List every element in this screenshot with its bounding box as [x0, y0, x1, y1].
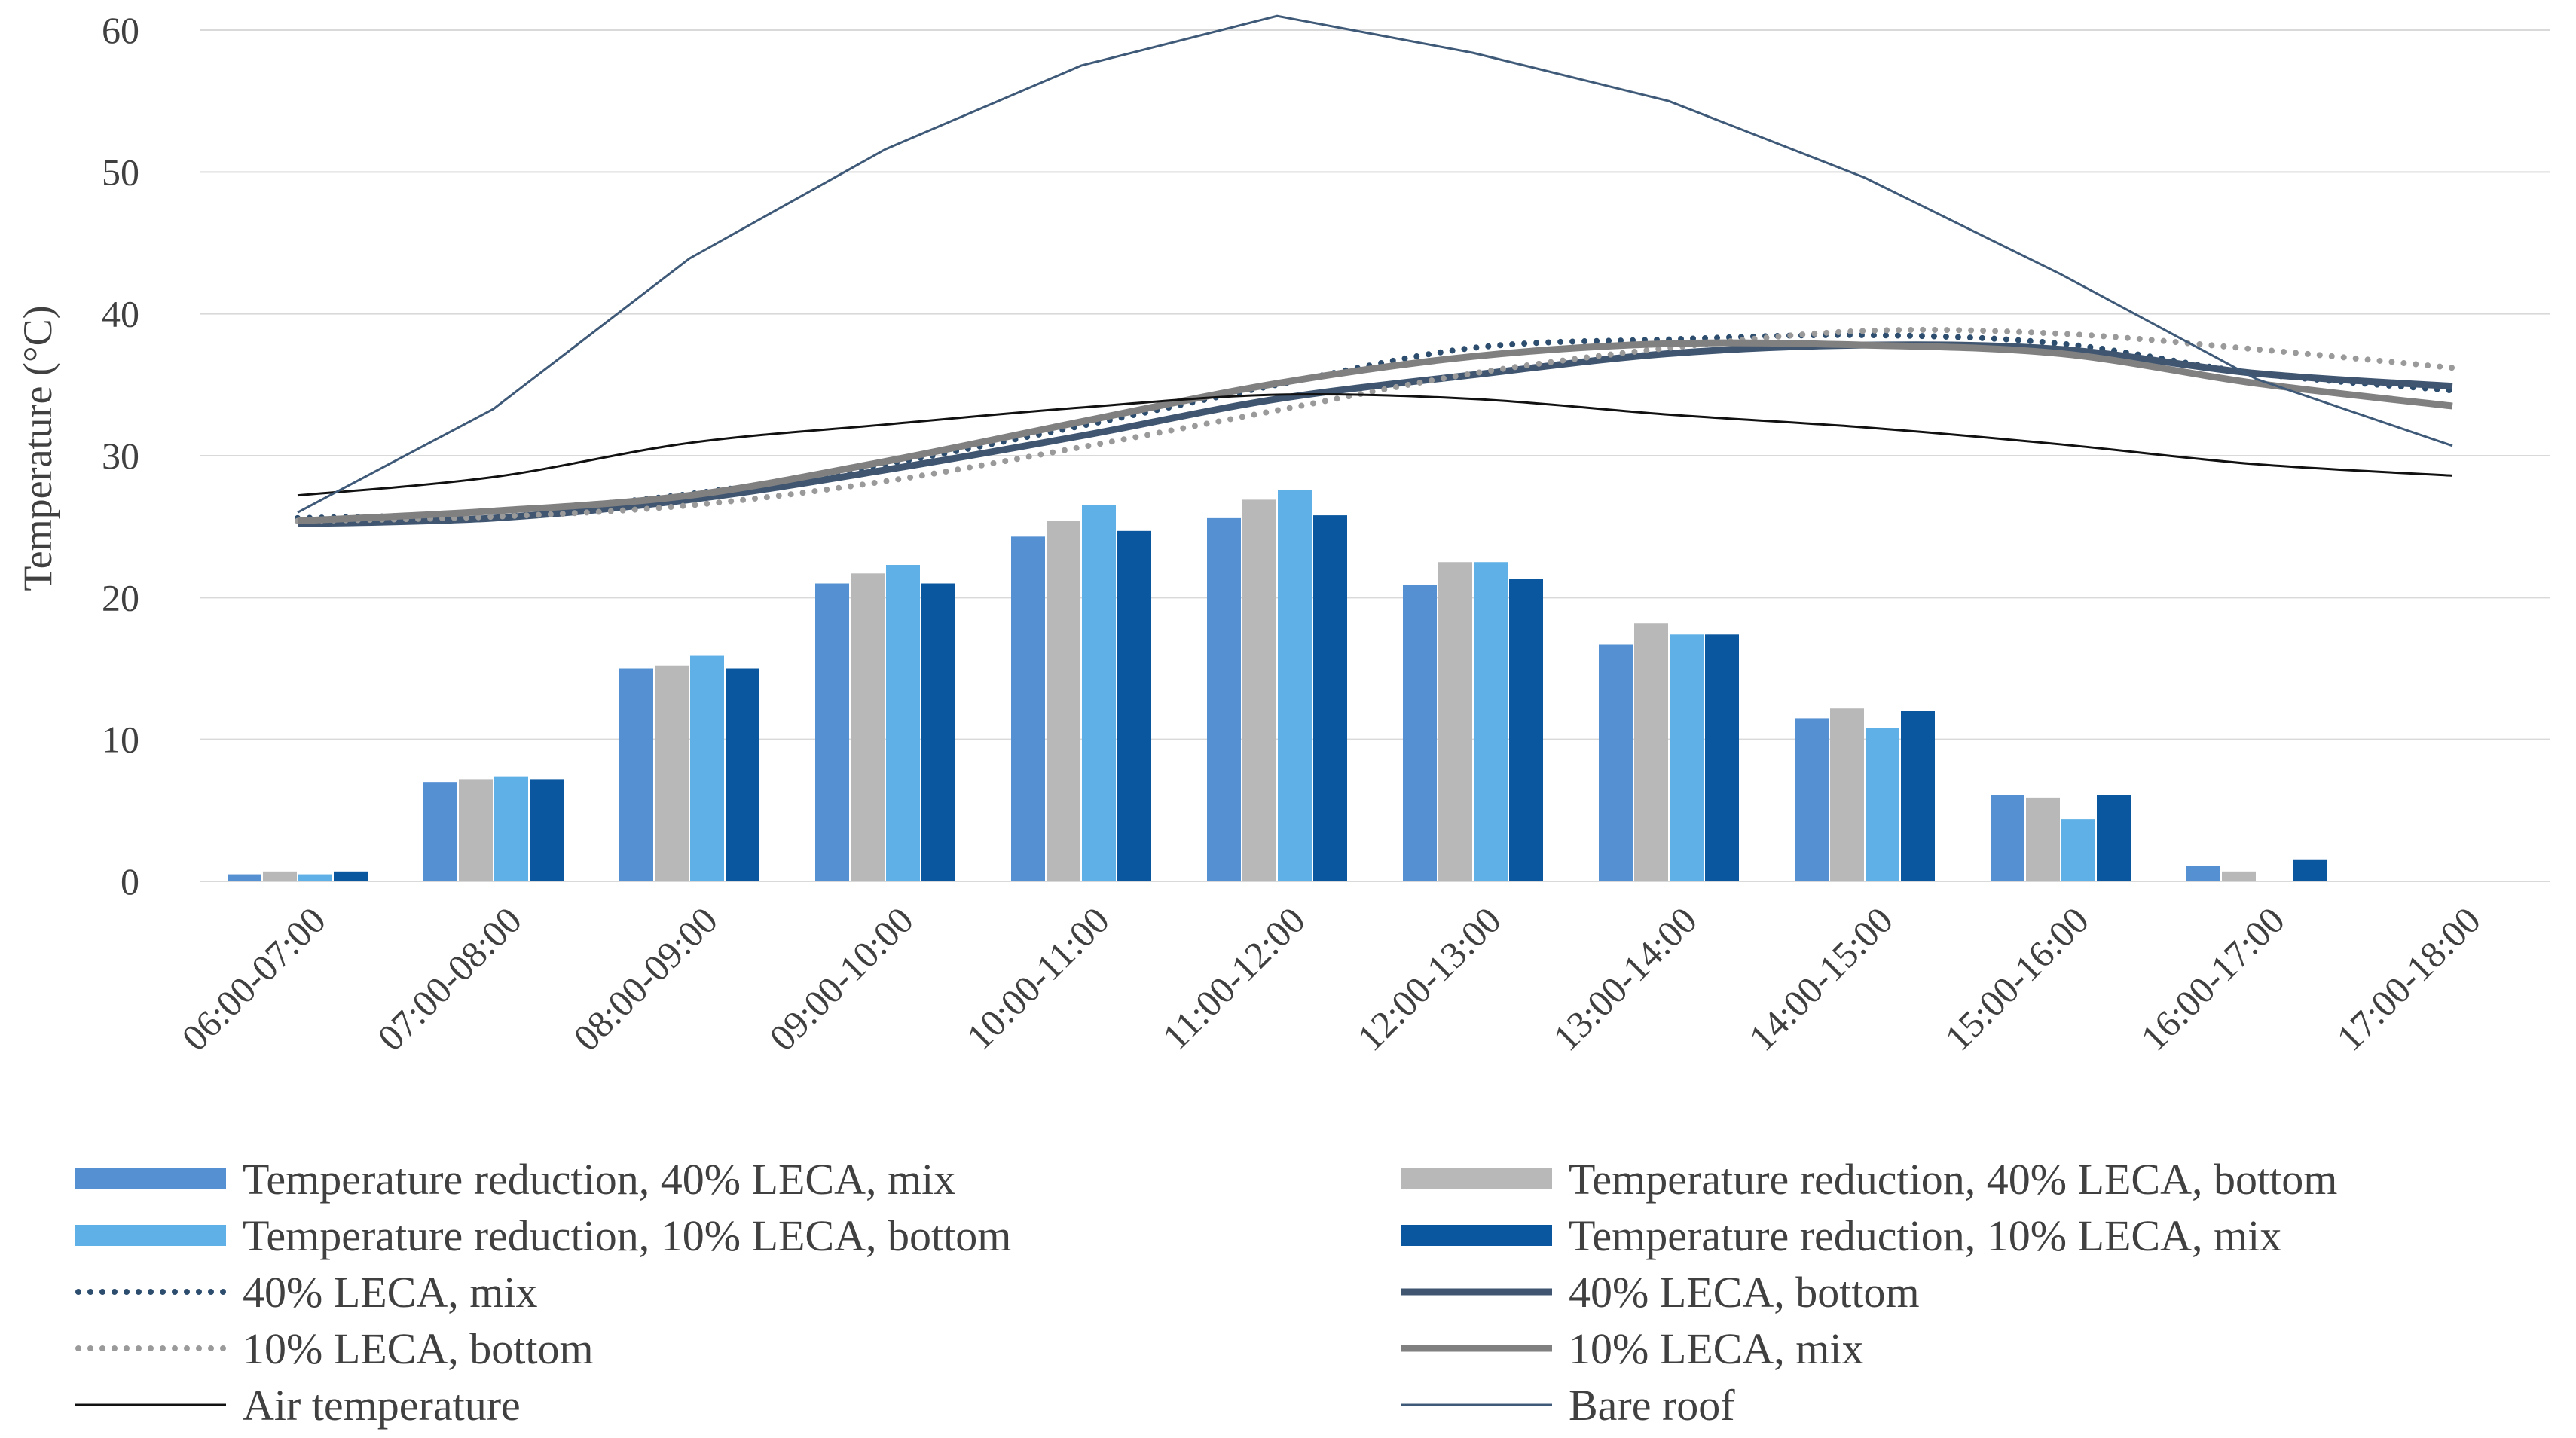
bar	[2293, 859, 2327, 881]
bar	[1705, 634, 1739, 881]
legend-label: Temperature reduction, 40% LECA, mix	[243, 1155, 955, 1204]
y-tick-label: 30	[102, 435, 139, 477]
bar	[494, 776, 528, 881]
x-tick-label: 08:00-09:00	[565, 899, 725, 1058]
bar	[1670, 634, 1704, 881]
legend-label: 40% LECA, mix	[243, 1268, 537, 1317]
y-axis-ticks: 0 10 20 30 40 50 60	[102, 9, 139, 902]
legend-item: Air temperature	[75, 1381, 521, 1430]
bar	[1207, 517, 1241, 881]
x-tick-label: 06:00-07:00	[173, 899, 333, 1058]
bar	[1795, 718, 1829, 881]
bar	[423, 782, 457, 881]
bar	[619, 668, 653, 881]
y-tick-label: 40	[102, 293, 139, 335]
bar	[1278, 490, 1312, 881]
legend-item: 40% LECA, mix	[75, 1268, 537, 1317]
bar	[334, 871, 368, 881]
y-tick-label: 50	[102, 151, 139, 193]
bar	[726, 668, 759, 881]
bar	[1313, 515, 1347, 881]
series-line	[297, 341, 2453, 527]
bar	[1011, 536, 1045, 881]
legend-item: Temperature reduction, 10% LECA, bottom	[75, 1211, 1011, 1260]
bar	[1901, 711, 1935, 881]
bar	[1991, 795, 2024, 881]
legend-item: 10% LECA, mix	[1401, 1324, 1863, 1373]
legend-label: Bare roof	[1569, 1381, 1735, 1430]
bar	[2026, 797, 2060, 881]
series-line	[297, 392, 2453, 497]
legend-label: Temperature reduction, 10% LECA, bottom	[243, 1211, 1011, 1260]
bar	[815, 583, 849, 881]
series-line	[297, 339, 2453, 525]
legend-swatch	[75, 1225, 226, 1246]
grid-lines	[200, 29, 2550, 882]
legend-item: Temperature reduction, 40% LECA, mix	[75, 1155, 955, 1204]
bar	[2061, 819, 2095, 881]
legend-swatch	[75, 1168, 226, 1189]
line-series	[295, 14, 2455, 527]
x-tick-label: 16:00-17:00	[2132, 899, 2292, 1058]
bar	[1047, 521, 1080, 881]
bar	[263, 871, 297, 881]
y-tick-label: 20	[102, 576, 139, 618]
bar	[1474, 562, 1508, 881]
bar	[1082, 505, 1116, 881]
x-tick-label: 15:00-16:00	[1936, 899, 2096, 1058]
series-line	[295, 326, 2455, 524]
bar	[1509, 579, 1543, 881]
bar	[1242, 499, 1276, 881]
bar	[1117, 530, 1151, 881]
bar	[2097, 795, 2131, 881]
x-tick-label: 10:00-11:00	[958, 899, 1117, 1058]
bar	[2222, 871, 2256, 881]
x-tick-label: 14:00-15:00	[1740, 899, 1900, 1058]
bar	[690, 655, 724, 881]
y-axis-label: Temperature (°C)	[15, 305, 60, 591]
legend-item: 10% LECA, bottom	[75, 1324, 594, 1373]
x-tick-label: 13:00-14:00	[1545, 899, 1704, 1058]
bar	[530, 779, 564, 881]
legend-swatch	[1401, 1225, 1552, 1246]
bar	[851, 573, 885, 881]
x-tick-label: 07:00-08:00	[369, 899, 529, 1058]
bar	[1599, 644, 1633, 881]
legend-label: 40% LECA, bottom	[1569, 1268, 1920, 1317]
legend-label: Temperature reduction, 10% LECA, mix	[1569, 1211, 2281, 1260]
bar	[921, 583, 955, 881]
bar	[1634, 623, 1668, 881]
legend-item: Temperature reduction, 40% LECA, bottom	[1401, 1155, 2337, 1204]
bar	[886, 565, 920, 881]
x-axis-ticks: 06:00-07:00 07:00-08:00 08:00-09:00 09:00-1…	[173, 899, 2488, 1058]
bar	[1830, 708, 1864, 881]
x-tick-label: 12:00-13:00	[1349, 899, 1508, 1058]
legend-label: Air temperature	[243, 1381, 521, 1430]
y-tick-label: 0	[121, 860, 139, 902]
bar	[1403, 585, 1437, 881]
y-tick-label: 60	[102, 9, 139, 51]
legend: Temperature reduction, 40% LECA, mix Temp…	[75, 1155, 2337, 1430]
bar	[459, 779, 493, 881]
x-tick-label: 17:00-18:00	[2328, 899, 2488, 1058]
bar	[1438, 562, 1472, 881]
y-tick-label: 10	[102, 719, 139, 761]
bar	[2186, 866, 2220, 881]
x-tick-label: 09:00-10:00	[761, 899, 921, 1058]
bar	[298, 874, 332, 881]
legend-item: Temperature reduction, 10% LECA, mix	[1401, 1211, 2281, 1260]
bar	[655, 665, 689, 881]
legend-item: 40% LECA, bottom	[1401, 1268, 1920, 1317]
bar	[1866, 728, 1899, 881]
legend-label: 10% LECA, bottom	[243, 1324, 594, 1373]
bar	[228, 874, 261, 881]
legend-label: Temperature reduction, 40% LECA, bottom	[1569, 1155, 2337, 1204]
legend-item: Bare roof	[1401, 1381, 1735, 1430]
series-line	[297, 14, 2453, 514]
x-tick-label: 11:00-12:00	[1154, 899, 1313, 1058]
legend-swatch	[1401, 1168, 1552, 1189]
legend-label: 10% LECA, mix	[1569, 1324, 1863, 1373]
bar-series	[228, 490, 2327, 881]
